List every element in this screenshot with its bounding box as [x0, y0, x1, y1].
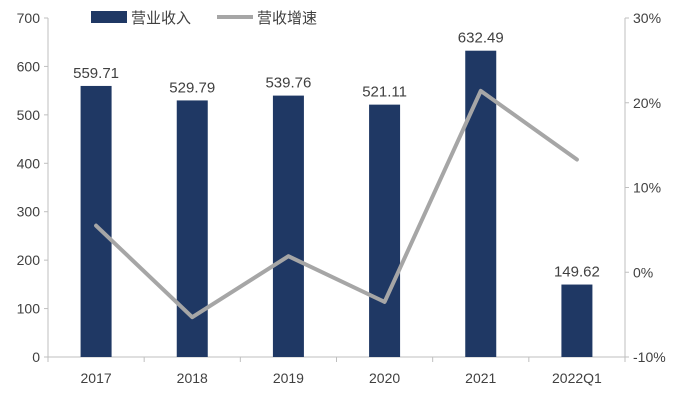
bar-revenue — [80, 85, 112, 358]
bar-revenue — [176, 100, 208, 358]
bar-revenue — [272, 95, 304, 358]
y-right-tick-label: 20% — [633, 95, 661, 111]
y-left-tick-label: 0 — [32, 349, 40, 365]
y-left-tick-label: 500 — [17, 107, 41, 123]
y-left-tick-label: 600 — [17, 58, 41, 74]
x-tick-label: 2020 — [369, 370, 400, 386]
bar-data-label: 521.11 — [362, 84, 407, 101]
legend-label-growth: 营收增速 — [257, 9, 317, 27]
y-left-tick-label: 400 — [17, 155, 41, 171]
line-growth — [94, 88, 579, 320]
y-right-tick-label: -10% — [633, 349, 666, 365]
x-tick-label: 2022Q1 — [552, 370, 602, 386]
legend-label-revenue: 营业收入 — [131, 9, 191, 27]
bar-data-label: 632.49 — [458, 30, 504, 47]
bar-data-label: 529.79 — [169, 79, 215, 96]
x-tick-label: 2019 — [273, 370, 304, 386]
x-tick-label: 2017 — [81, 370, 112, 386]
y-left-tick-label: 700 — [17, 10, 41, 26]
bar-data-label: 149.62 — [554, 264, 600, 281]
y-left-tick-label: 300 — [17, 204, 41, 220]
x-tick-label: 2018 — [177, 370, 208, 386]
legend-swatch-revenue — [91, 11, 127, 23]
bar-revenue — [561, 284, 593, 357]
bar-revenue — [465, 50, 497, 358]
bar-data-label: 559.71 — [73, 65, 119, 82]
y-right-tick-label: 30% — [633, 10, 661, 26]
bar-data-label: 539.76 — [265, 75, 311, 92]
y-right-tick-label: 10% — [633, 180, 661, 196]
y-right-tick-label: 0% — [633, 264, 653, 280]
bar-revenue — [369, 104, 401, 357]
x-tick-label: 2021 — [465, 370, 496, 386]
y-left-tick-label: 200 — [17, 252, 41, 268]
y-left-tick-label: 100 — [17, 301, 41, 317]
